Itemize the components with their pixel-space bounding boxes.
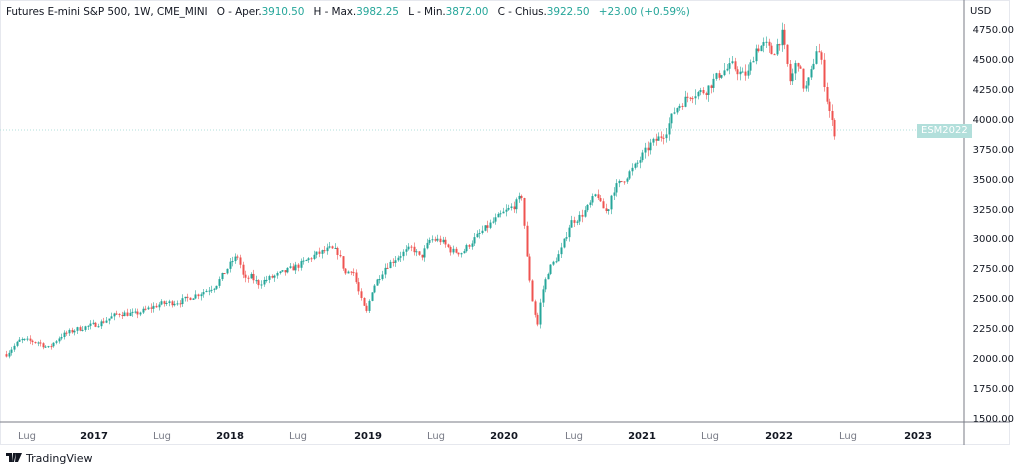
price-tick-label: 4000.00 bbox=[972, 114, 1014, 126]
price-tick-label: 2000.00 bbox=[972, 354, 1014, 366]
currency-label: USD bbox=[970, 6, 992, 17]
close-value: 3922.50 bbox=[546, 6, 590, 18]
symbol-price-badge: ESM2022 bbox=[917, 124, 972, 138]
low-label: L - Min. bbox=[408, 6, 446, 18]
price-tick-label: 1750.00 bbox=[972, 384, 1014, 396]
change-value: +23.00 (+0.59%) bbox=[598, 6, 690, 18]
time-tick-label: 2018 bbox=[216, 431, 244, 442]
time-tick-label: Lug bbox=[17, 431, 37, 442]
price-tick-label: 4500.00 bbox=[972, 54, 1014, 66]
price-tick-label: 4750.00 bbox=[972, 25, 1014, 36]
price-tick-label: 2500.00 bbox=[972, 294, 1014, 306]
time-tick-label: Lug bbox=[426, 431, 446, 442]
price-tick-label: 2750.00 bbox=[972, 264, 1014, 276]
time-tick-label: 2021 bbox=[628, 431, 656, 442]
chart-legend: Futures E-mini S&P 500, 1W, CME_MINI O -… bbox=[6, 6, 690, 18]
branding[interactable]: TradingView bbox=[6, 452, 92, 465]
low-value: 3872.00 bbox=[445, 6, 489, 18]
symbol-title: Futures E-mini S&P 500, 1W, CME_MINI bbox=[6, 6, 208, 18]
price-tick-label: 3750.00 bbox=[972, 144, 1014, 156]
high-value: 3982.25 bbox=[356, 6, 399, 18]
time-tick-label: 2020 bbox=[490, 431, 518, 442]
tradingview-logo-icon bbox=[6, 452, 22, 465]
time-tick-label: Lug bbox=[152, 431, 172, 442]
time-tick-label: 2022 bbox=[765, 431, 793, 442]
price-tick-label: 2250.00 bbox=[972, 324, 1014, 336]
time-tick-label: Lug bbox=[838, 431, 858, 442]
close-label: C - Chius. bbox=[497, 6, 547, 18]
price-tick-label: 1500.00 bbox=[972, 414, 1014, 425]
price-tick-label: 4250.00 bbox=[972, 84, 1014, 96]
price-tick-label: 3250.00 bbox=[972, 204, 1014, 216]
time-tick-label: 2017 bbox=[80, 431, 108, 442]
time-tick-label: 2023 bbox=[904, 431, 932, 442]
time-tick-label: Lug bbox=[564, 431, 584, 442]
price-tick-label: 3500.00 bbox=[972, 174, 1014, 186]
candles bbox=[5, 22, 836, 359]
time-tick-label: Lug bbox=[700, 431, 720, 442]
open-label: O - Aper. bbox=[216, 6, 262, 18]
high-label: H - Max. bbox=[313, 6, 357, 18]
time-tick-label: Lug bbox=[288, 431, 308, 442]
open-value: 3910.50 bbox=[261, 6, 305, 18]
chart-frame bbox=[0, 0, 1010, 445]
price-tick-label: 3000.00 bbox=[972, 234, 1014, 246]
branding-label: TradingView bbox=[26, 452, 93, 465]
time-tick-label: 2019 bbox=[354, 431, 382, 442]
